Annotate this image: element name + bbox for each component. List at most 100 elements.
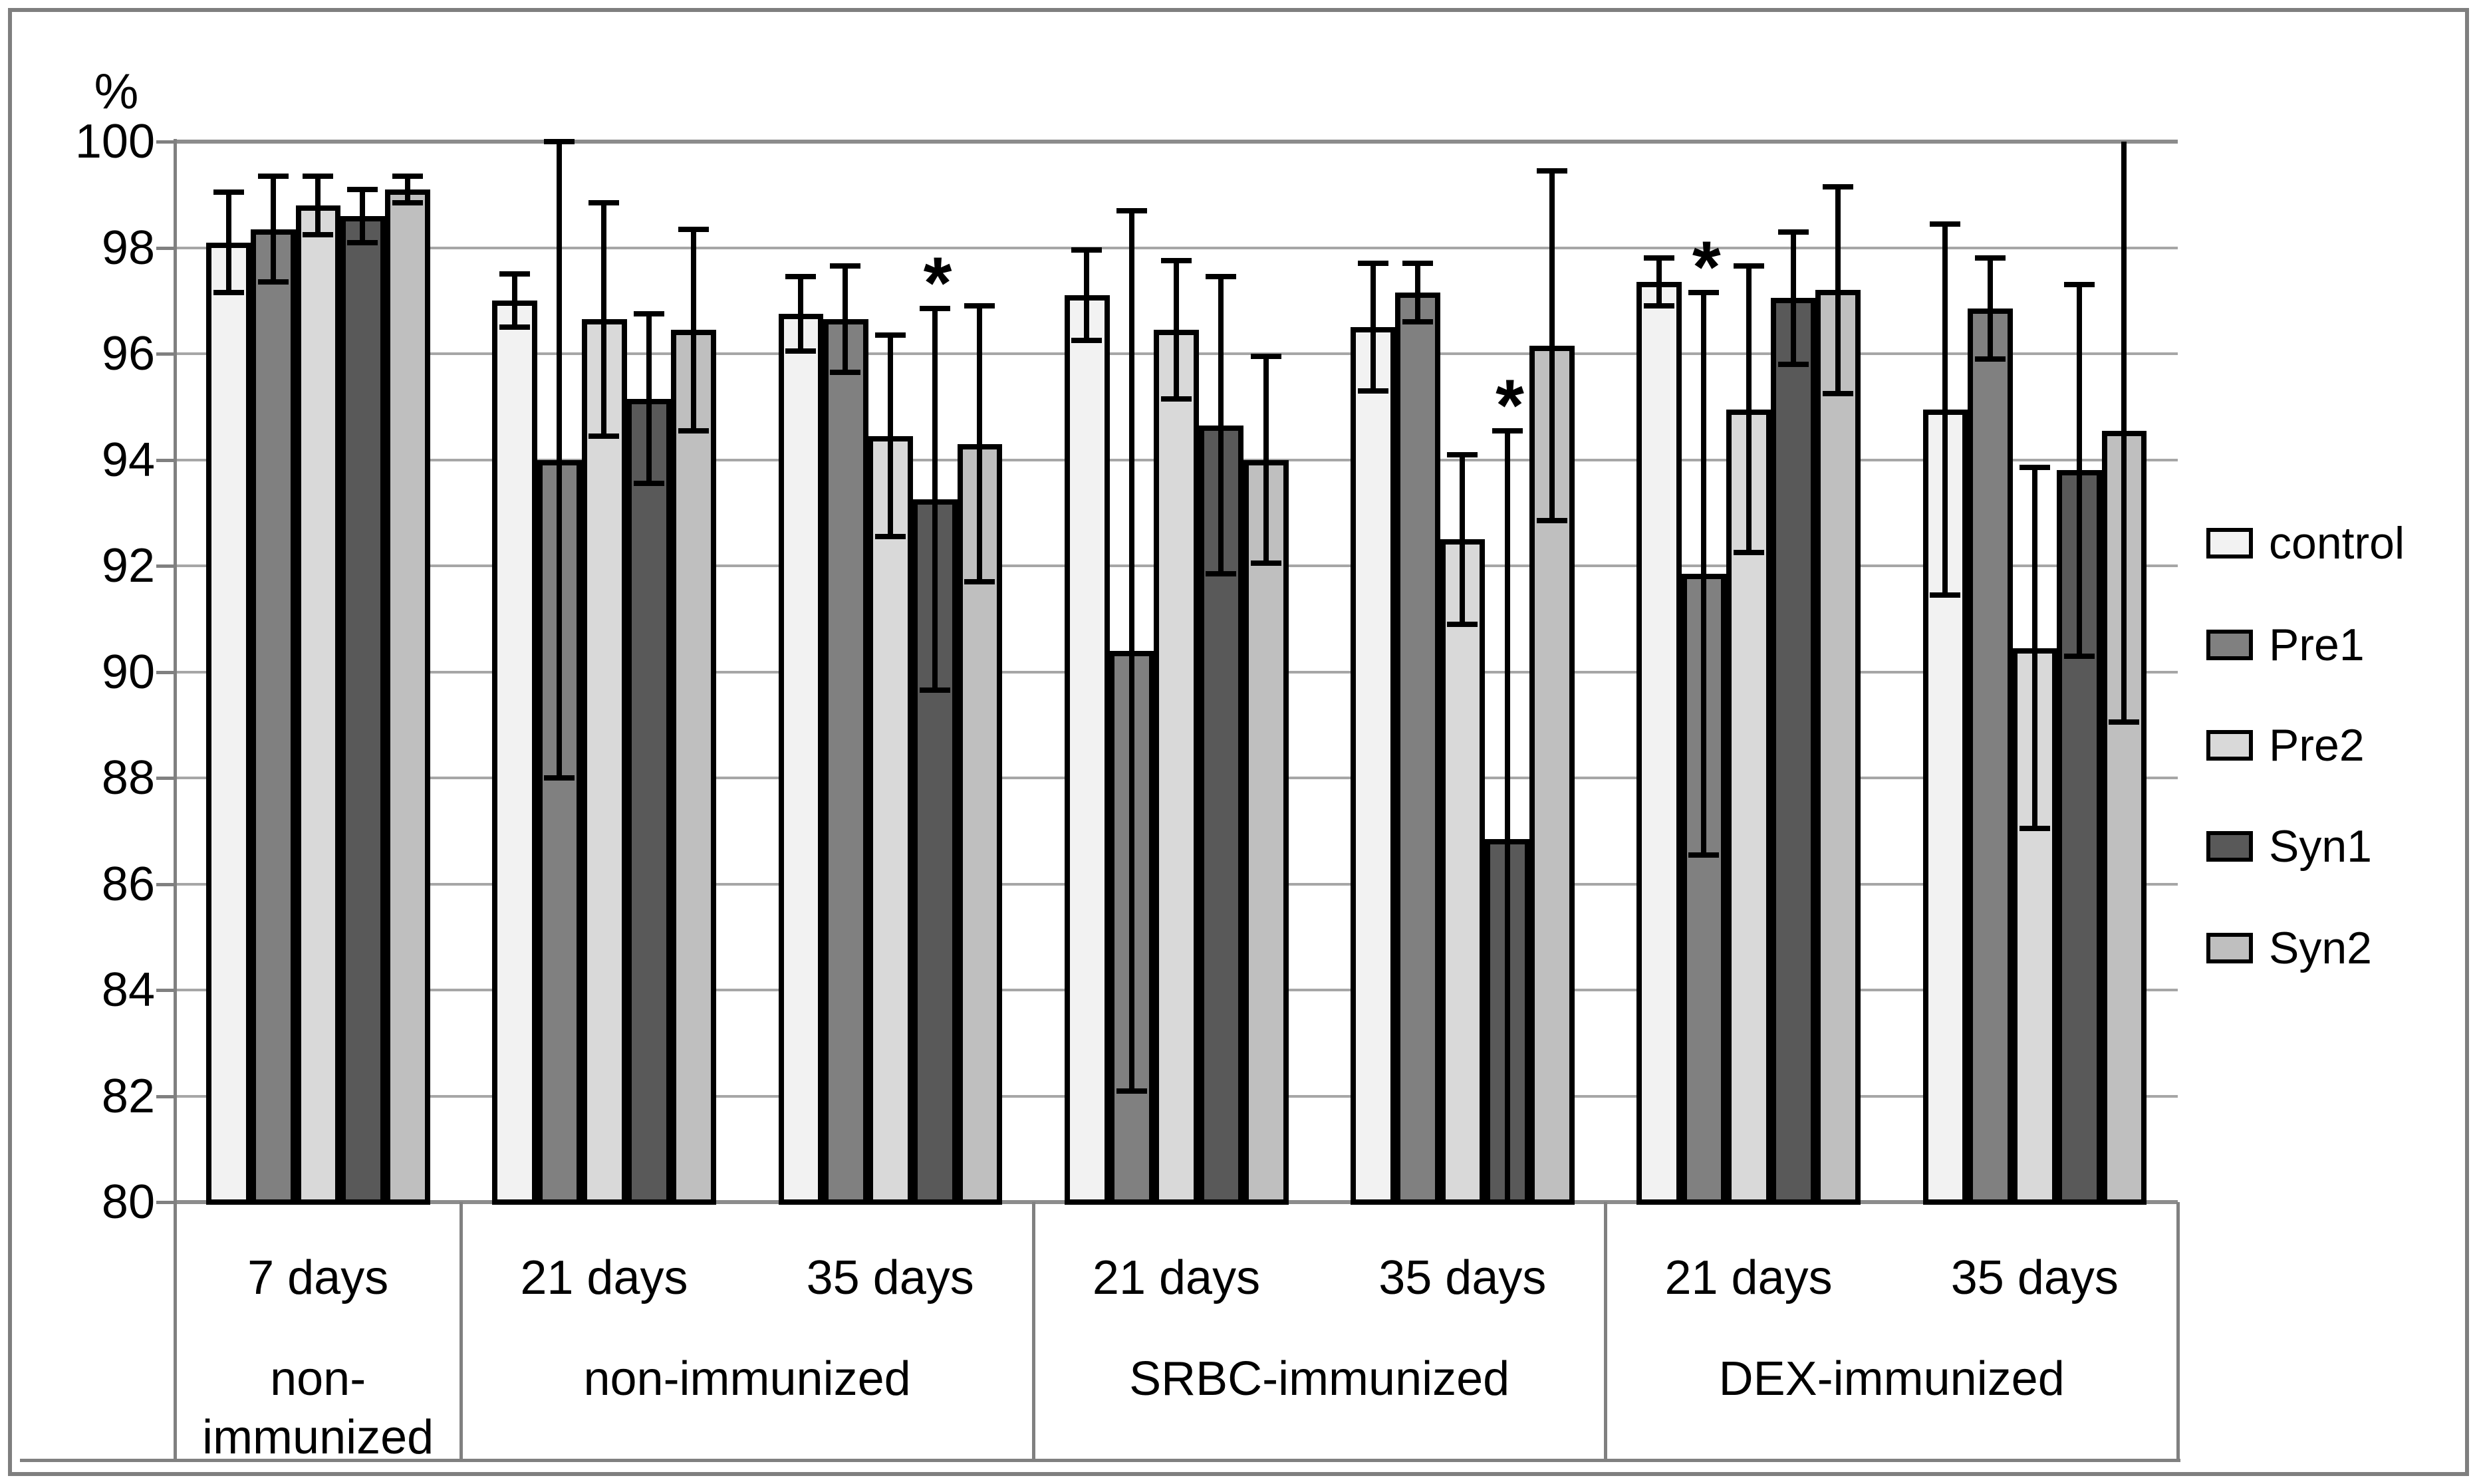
day-label: 35 days (806, 1251, 974, 1304)
category-separator (459, 1202, 463, 1460)
error-bar-syn1-group6 (1790, 231, 1796, 364)
bar-pre2-group3 (868, 435, 913, 1205)
error-cap-top (919, 306, 950, 312)
error-bar-pre2-group5 (1460, 454, 1466, 624)
category-separator (174, 1202, 177, 1460)
immunization-label: non- (270, 1352, 366, 1406)
error-cap-bottom (1357, 388, 1388, 394)
error-bar-control-group7 (1942, 223, 1948, 595)
error-cap-bottom (1823, 390, 1854, 396)
error-cap-top (347, 186, 378, 192)
bar-pre2-group5 (1440, 539, 1486, 1205)
error-cap-bottom (1930, 592, 1961, 598)
error-bar-syn1-group3 (932, 309, 938, 691)
error-cap-bottom (588, 433, 620, 439)
bar-control-group3 (778, 314, 824, 1205)
bar-pre2-group1 (295, 205, 341, 1205)
error-cap-bottom (874, 534, 906, 540)
error-cap-top (1492, 428, 1523, 433)
error-cap-bottom (499, 324, 530, 330)
error-bar-syn2-group6 (1835, 186, 1841, 394)
significance-asterisk: * (1496, 364, 1524, 447)
y-axis-tick (156, 1094, 175, 1098)
bar-control-group5 (1351, 327, 1396, 1205)
error-cap-bottom (1688, 852, 1720, 858)
bar-pre1-group7 (1967, 309, 2013, 1205)
error-cap-bottom (1777, 361, 1809, 367)
error-cap-top (257, 173, 289, 179)
error-bar-syn2-group4 (1263, 356, 1269, 563)
error-bar-syn1-group2 (646, 314, 652, 484)
error-bar-control-group1 (225, 191, 231, 293)
y-tick-label: 86 (101, 857, 155, 911)
error-cap-bottom (213, 290, 244, 296)
day-label: 35 days (1950, 1251, 2119, 1304)
bar-pre2-group2 (581, 319, 627, 1205)
error-cap-bottom (1974, 356, 2006, 362)
bar-syn1-group3 (912, 499, 958, 1205)
y-axis-tick (156, 564, 175, 568)
legend-swatch-pre2 (2206, 730, 2253, 761)
legend-label-pre1: Pre1 (2269, 620, 2365, 670)
error-bar-pre1-group5 (1415, 263, 1421, 322)
bar-control-group4 (1064, 295, 1110, 1205)
y-axis-tick (156, 777, 175, 780)
error-cap-top (2019, 465, 2050, 471)
error-cap-bottom (303, 231, 334, 237)
bar-syn1-group6 (1771, 298, 1816, 1205)
legend-label-syn2: Syn2 (2269, 923, 2372, 973)
error-cap-top (1777, 229, 1809, 235)
error-cap-bottom (1250, 560, 1281, 566)
error-cap-bottom (964, 578, 995, 584)
bar-syn2-group4 (1243, 459, 1289, 1205)
error-cap-top (1688, 290, 1720, 296)
error-cap-bottom (1402, 319, 1434, 325)
bar-syn2-group1 (385, 189, 430, 1205)
error-bar-control-group3 (798, 277, 804, 351)
error-cap-top (392, 173, 423, 179)
error-cap-bottom (2019, 825, 2050, 831)
y-axis-tick (156, 989, 175, 992)
legend-swatch-pre1 (2206, 630, 2253, 660)
bar-syn2-group6 (1815, 290, 1861, 1205)
error-cap-top (1161, 258, 1192, 264)
legend-label-syn1: Syn1 (2269, 821, 2372, 872)
y-tick-label: 96 (101, 327, 155, 380)
error-cap-bottom (1116, 1088, 1147, 1094)
error-bar-syn2-group1 (404, 176, 410, 203)
y-axis-tick (156, 882, 175, 886)
category-separator (1604, 1202, 1608, 1460)
error-cap-bottom (1733, 550, 1764, 556)
error-cap-bottom (633, 481, 664, 487)
error-cap-top (678, 226, 709, 232)
y-axis-tick (156, 246, 175, 250)
error-cap-top (1974, 255, 2006, 261)
y-tick-label: 84 (101, 963, 155, 1017)
error-cap-bottom (347, 239, 378, 245)
error-bar-control-group2 (511, 274, 517, 328)
legend-label-pre2: Pre2 (2269, 720, 2365, 771)
significance-asterisk: * (1692, 226, 1721, 309)
bar-pre1-group5 (1395, 293, 1441, 1205)
legend-label-control: control (2269, 518, 2405, 568)
error-bar-pre1-group4 (1128, 210, 1134, 1091)
error-cap-top (499, 271, 530, 277)
error-cap-top (1447, 451, 1478, 457)
category-separator (1031, 1202, 1035, 1460)
legend-swatch-syn1 (2206, 831, 2253, 862)
legend-swatch-control (2206, 528, 2253, 558)
error-cap-top (2064, 282, 2095, 288)
error-bar-pre1-group3 (843, 266, 848, 372)
bar-pre1-group1 (251, 229, 296, 1205)
error-cap-top (1823, 184, 1854, 189)
y-axis-unit-label: % (94, 63, 139, 119)
error-cap-bottom (392, 199, 423, 205)
y-axis-tick (156, 670, 175, 674)
bar-pre1-group3 (823, 319, 868, 1205)
error-cap-top (1206, 274, 1237, 280)
y-axis-line (174, 139, 177, 1460)
figure-border (8, 8, 2469, 1476)
error-cap-top (1930, 221, 1961, 227)
bar-control-group1 (206, 242, 251, 1205)
